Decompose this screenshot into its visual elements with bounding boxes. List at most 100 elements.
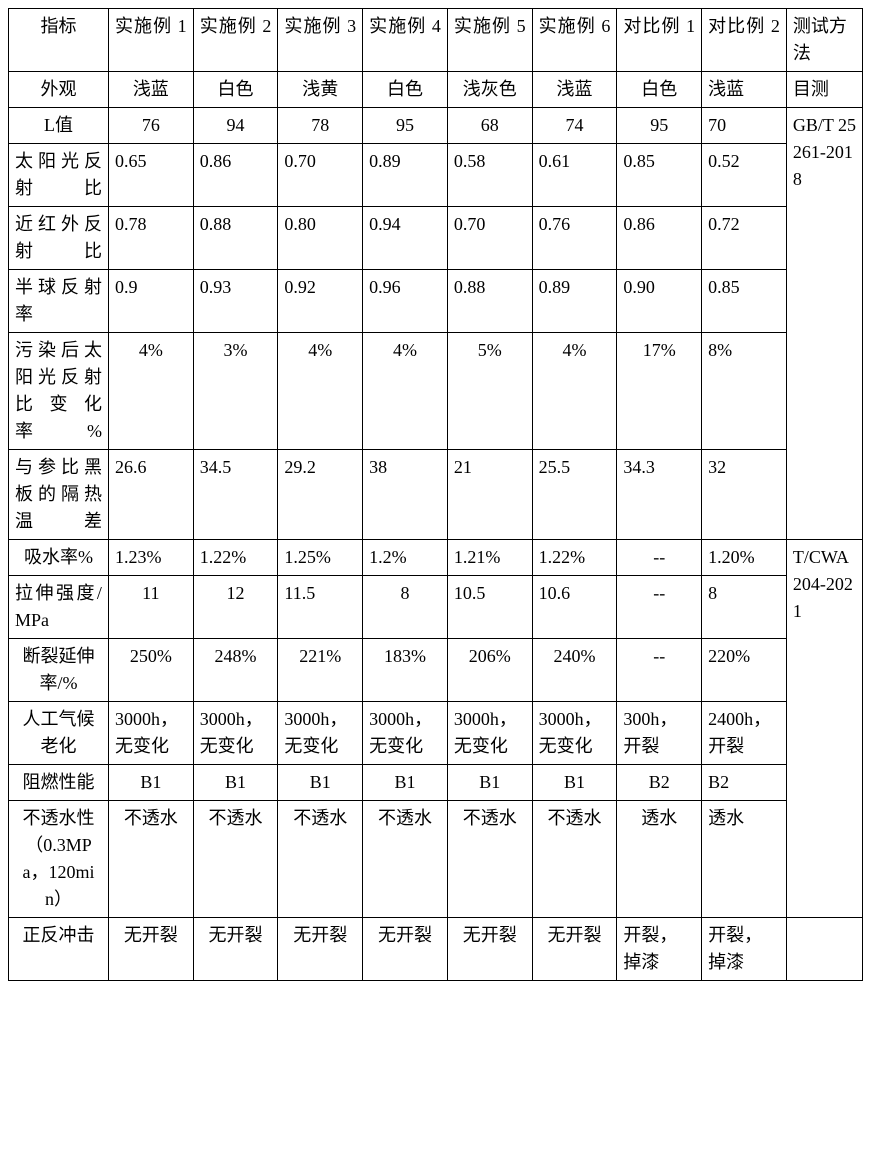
cell: B1 <box>532 765 617 801</box>
cell: 183% <box>363 639 448 702</box>
cell: 0.88 <box>193 207 278 270</box>
cell: 25.5 <box>532 450 617 540</box>
cell: 无开裂 <box>363 918 448 981</box>
cell: 17% <box>617 333 702 450</box>
cell: 不透水 <box>193 801 278 918</box>
cell: 0.89 <box>532 270 617 333</box>
cell: 1.23% <box>108 540 193 576</box>
row-hemispherical-reflectance: 半球反射率 0.9 0.93 0.92 0.96 0.88 0.89 0.90 … <box>9 270 863 333</box>
col-header-method: 测试方法 <box>786 9 862 72</box>
cell: 26.6 <box>108 450 193 540</box>
cell: 21 <box>447 450 532 540</box>
cell: 0.85 <box>617 144 702 207</box>
cell: B2 <box>617 765 702 801</box>
row-label: 人工气候老化 <box>9 702 109 765</box>
cell: 4% <box>363 333 448 450</box>
cell: 不透水 <box>532 801 617 918</box>
cell: 3000h，无变化 <box>193 702 278 765</box>
cell: 1.20% <box>702 540 787 576</box>
row-label: 断裂延伸率/% <box>9 639 109 702</box>
cell: 0.86 <box>617 207 702 270</box>
cell: B2 <box>702 765 787 801</box>
cell: 0.80 <box>278 207 363 270</box>
method-cell: 目测 <box>786 72 862 108</box>
cell: 0.70 <box>447 207 532 270</box>
cell: 4% <box>532 333 617 450</box>
cell: 1.22% <box>532 540 617 576</box>
cell: 68 <box>447 108 532 144</box>
cell: 0.85 <box>702 270 787 333</box>
cell: B1 <box>447 765 532 801</box>
cell: 32 <box>702 450 787 540</box>
row-label: 与参比黑板的隔热温差 <box>9 450 109 540</box>
cell: 3000h，无变化 <box>532 702 617 765</box>
cell: 开裂，掉漆 <box>617 918 702 981</box>
cell: 10.6 <box>532 576 617 639</box>
row-temp-difference: 与参比黑板的隔热温差 26.6 34.5 29.2 38 21 25.5 34.… <box>9 450 863 540</box>
cell: 3000h，无变化 <box>363 702 448 765</box>
row-water-impermeability: 不透水性（0.3MPa，120min） 不透水 不透水 不透水 不透水 不透水 … <box>9 801 863 918</box>
cell: 1.25% <box>278 540 363 576</box>
cell: 0.93 <box>193 270 278 333</box>
cell: 8 <box>363 576 448 639</box>
cell: 不透水 <box>363 801 448 918</box>
cell: 78 <box>278 108 363 144</box>
cell: 0.94 <box>363 207 448 270</box>
cell: 0.86 <box>193 144 278 207</box>
row-label: L值 <box>9 108 109 144</box>
cell: 不透水 <box>447 801 532 918</box>
cell: 0.9 <box>108 270 193 333</box>
cell: 220% <box>702 639 787 702</box>
col-header-cmp1: 对比例 1 <box>617 9 702 72</box>
cell: 无开裂 <box>108 918 193 981</box>
cell: 0.61 <box>532 144 617 207</box>
cell: -- <box>617 639 702 702</box>
row-label: 外观 <box>9 72 109 108</box>
cell: 70 <box>702 108 787 144</box>
col-header-ex5: 实施例 5 <box>447 9 532 72</box>
row-label: 半球反射率 <box>9 270 109 333</box>
cell: 透水 <box>617 801 702 918</box>
row-impact: 正反冲击 无开裂 无开裂 无开裂 无开裂 无开裂 无开裂 开裂，掉漆 开裂，掉漆 <box>9 918 863 981</box>
col-header-indicator: 指标 <box>9 9 109 72</box>
cell: 12 <box>193 576 278 639</box>
method-cell-empty <box>786 918 862 981</box>
cell: 29.2 <box>278 450 363 540</box>
row-artificial-weathering: 人工气候老化 3000h，无变化 3000h，无变化 3000h，无变化 300… <box>9 702 863 765</box>
cell: 4% <box>108 333 193 450</box>
cell: 3% <box>193 333 278 450</box>
cell: 1.21% <box>447 540 532 576</box>
cell: 250% <box>108 639 193 702</box>
row-water-absorption: 吸水率% 1.23% 1.22% 1.25% 1.2% 1.21% 1.22% … <box>9 540 863 576</box>
cell: 94 <box>193 108 278 144</box>
row-label: 正反冲击 <box>9 918 109 981</box>
cell: 无开裂 <box>193 918 278 981</box>
cell: -- <box>617 576 702 639</box>
cell: 0.65 <box>108 144 193 207</box>
row-flame-retardant: 阻燃性能 B1 B1 B1 B1 B1 B1 B2 B2 <box>9 765 863 801</box>
cell: 无开裂 <box>278 918 363 981</box>
col-header-ex4: 实施例 4 <box>363 9 448 72</box>
cell: 240% <box>532 639 617 702</box>
cell: 浅蓝 <box>532 72 617 108</box>
cell: 0.89 <box>363 144 448 207</box>
cell: 1.2% <box>363 540 448 576</box>
cell: 221% <box>278 639 363 702</box>
cell: 300h，开裂 <box>617 702 702 765</box>
cell: 浅黄 <box>278 72 363 108</box>
cell: 不透水 <box>278 801 363 918</box>
cell: 2400h，开裂 <box>702 702 787 765</box>
cell: 1.22% <box>193 540 278 576</box>
cell: 白色 <box>193 72 278 108</box>
cell: 76 <box>108 108 193 144</box>
col-header-ex1: 实施例 1 <box>108 9 193 72</box>
row-l-value: L值 76 94 78 95 68 74 95 70 GB/T 25261-20… <box>9 108 863 144</box>
cell: 0.88 <box>447 270 532 333</box>
cell: B1 <box>108 765 193 801</box>
row-solar-reflectance: 太阳光反射比 0.65 0.86 0.70 0.89 0.58 0.61 0.8… <box>9 144 863 207</box>
cell: 34.5 <box>193 450 278 540</box>
cell: 5% <box>447 333 532 450</box>
cell: 0.70 <box>278 144 363 207</box>
method-cell: GB/T 25261-2018 <box>786 108 862 540</box>
cell: 开裂，掉漆 <box>702 918 787 981</box>
